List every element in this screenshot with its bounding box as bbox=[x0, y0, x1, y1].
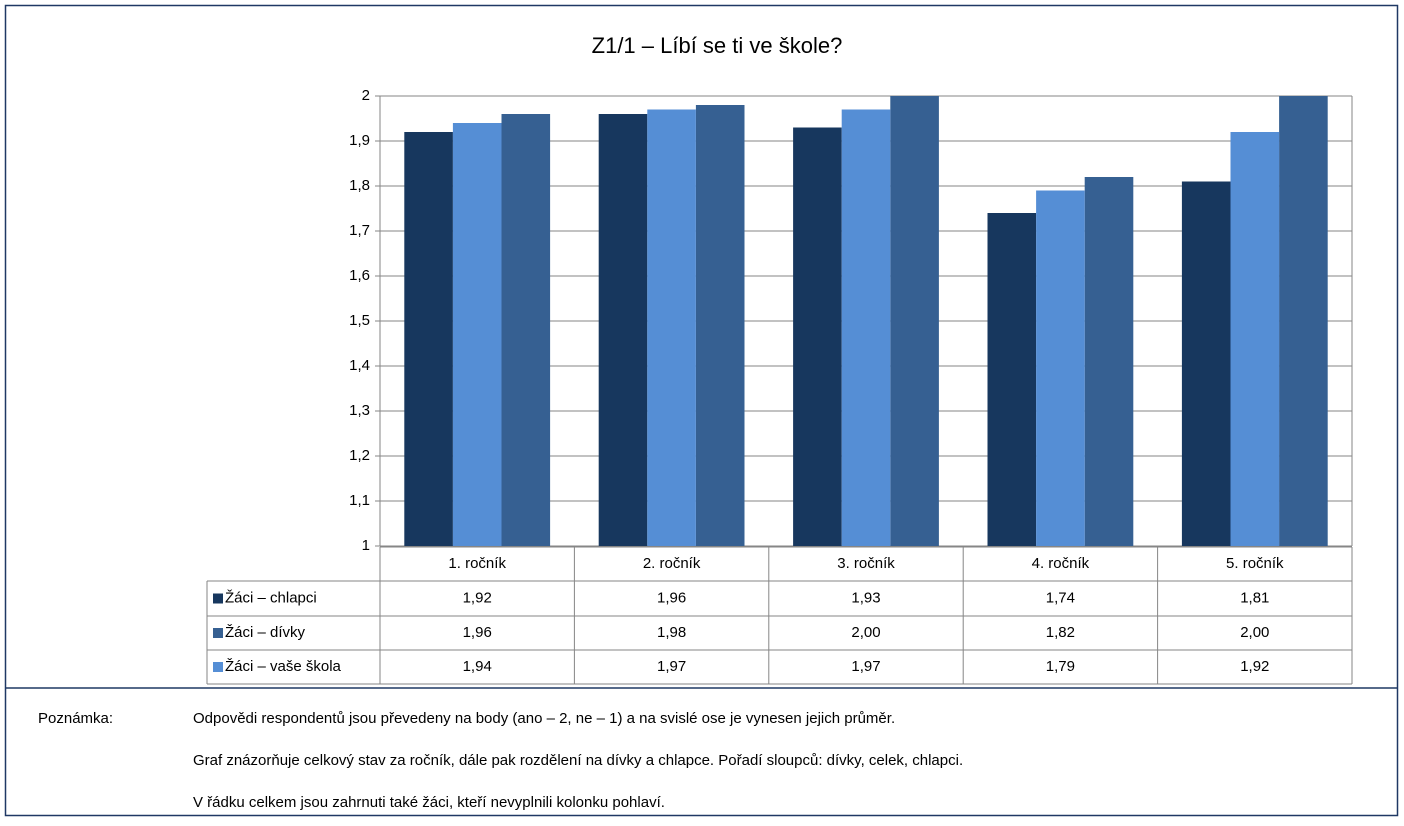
data-label: 1,97 bbox=[851, 658, 880, 675]
data-label: 1,74 bbox=[1046, 589, 1075, 606]
y-tick-label: 1,1 bbox=[349, 492, 370, 509]
bar bbox=[1230, 132, 1280, 546]
bar bbox=[598, 114, 648, 546]
x-tick-label: 2. ročník bbox=[643, 555, 701, 572]
y-tick-label: 1,2 bbox=[349, 447, 370, 464]
x-tick-label: 3. ročník bbox=[837, 555, 895, 572]
bar bbox=[501, 114, 551, 546]
note-label: Poznámka: bbox=[38, 710, 113, 727]
y-tick-label: 1,4 bbox=[349, 357, 370, 374]
note-line: Graf znázorňuje celkový stav za ročník, … bbox=[193, 752, 963, 769]
legend-swatch bbox=[213, 662, 223, 672]
bar bbox=[793, 127, 842, 546]
y-tick-label: 1,8 bbox=[349, 177, 370, 194]
bar bbox=[695, 105, 745, 546]
bar bbox=[890, 96, 939, 546]
note-line: Odpovědi respondentů jsou převedeny na b… bbox=[193, 710, 895, 727]
legend-swatch bbox=[213, 593, 223, 604]
y-tick-label: 1,9 bbox=[349, 132, 370, 149]
legend-swatch bbox=[213, 628, 223, 638]
bar bbox=[1084, 177, 1134, 546]
legend-label: Žáci – vaše škola bbox=[225, 658, 342, 675]
data-label: 1,92 bbox=[463, 589, 492, 606]
data-label: 1,97 bbox=[657, 658, 686, 675]
y-tick-label: 1,5 bbox=[349, 312, 370, 329]
data-label: 1,92 bbox=[1240, 658, 1269, 675]
chart-title: Z1/1 – Líbí se ti ve škole? bbox=[592, 33, 843, 58]
data-label: 1,96 bbox=[463, 624, 492, 641]
data-label: 1,82 bbox=[1046, 624, 1075, 641]
bar bbox=[987, 213, 1037, 546]
data-label: 1,93 bbox=[851, 589, 880, 606]
legend-label: Žáci – dívky bbox=[225, 624, 306, 641]
y-tick-label: 1,6 bbox=[349, 267, 370, 284]
bar bbox=[452, 123, 502, 546]
y-tick-label: 1,3 bbox=[349, 402, 370, 419]
note-line: V řádku celkem jsou zahrnuti také žáci, … bbox=[193, 794, 665, 811]
data-label: 1,81 bbox=[1240, 589, 1269, 606]
bar bbox=[1036, 190, 1085, 546]
bar bbox=[404, 132, 453, 546]
y-tick-label: 1,7 bbox=[349, 222, 370, 239]
legend-label: Žáci – chlapci bbox=[225, 589, 317, 606]
x-tick-label: 4. ročník bbox=[1032, 555, 1090, 572]
bar bbox=[647, 109, 696, 546]
x-tick-label: 5. ročník bbox=[1226, 555, 1284, 572]
y-tick-label: 2 bbox=[362, 87, 370, 104]
data-label: 2,00 bbox=[851, 624, 880, 641]
bar bbox=[1181, 181, 1231, 546]
y-tick-label: 1 bbox=[362, 537, 370, 554]
bar bbox=[1279, 96, 1328, 546]
data-label: 1,79 bbox=[1046, 658, 1075, 675]
bar bbox=[841, 109, 891, 546]
data-label: 1,94 bbox=[463, 658, 492, 675]
frame bbox=[4, 4, 1399, 817]
data-label: 2,00 bbox=[1240, 624, 1269, 641]
x-tick-label: 1. ročník bbox=[448, 555, 506, 572]
data-label: 1,98 bbox=[657, 624, 686, 641]
data-label: 1,96 bbox=[657, 589, 686, 606]
